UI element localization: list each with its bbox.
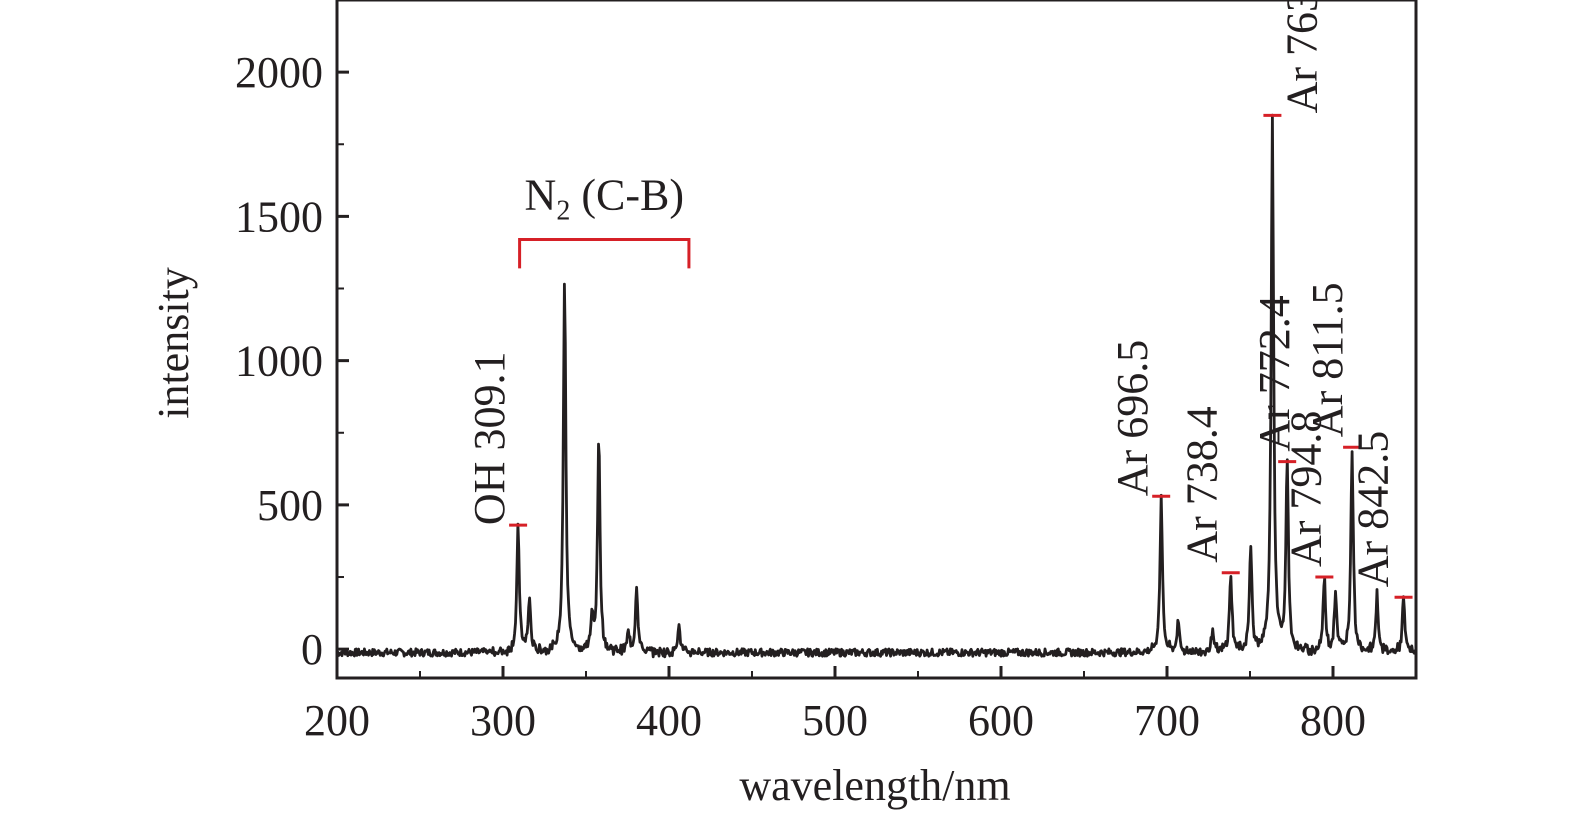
peak-label: Ar 696.5	[1108, 340, 1157, 496]
spectrum-series	[336, 113, 1418, 659]
y-axis: 0 500 1000 1500 2000	[235, 48, 349, 674]
y-tick-label: 500	[257, 481, 323, 530]
y-tick-label: 2000	[235, 48, 323, 97]
y-axis-title: intensity	[149, 267, 198, 419]
y-tick-label: 0	[301, 625, 323, 674]
peak-label: Ar 794.8	[1281, 411, 1330, 567]
y-tick-label: 1000	[235, 337, 323, 386]
x-tick-label: 800	[1300, 696, 1366, 745]
peak-label: Ar 811.5	[1303, 282, 1352, 437]
peak-label: Ar 763.5	[1277, 0, 1326, 113]
peak-annotations: OH 309.1 Ar 696.5 Ar 738.4 Ar 763.5 Ar 772.4…	[465, 0, 1397, 587]
x-axis-title: wavelength/nm	[739, 761, 1010, 810]
x-tick-label: 500	[802, 696, 868, 745]
peak-label: Ar 738.4	[1178, 406, 1227, 562]
peak-markers	[509, 113, 1413, 599]
peak-label: Ar 772.4	[1250, 295, 1299, 451]
x-tick-label: 300	[470, 696, 536, 745]
plot-border	[335, 0, 1418, 680]
y-tick-label: 1500	[235, 192, 323, 241]
peak-label: OH 309.1	[465, 352, 514, 526]
spectrum-line	[336, 113, 1418, 659]
x-tick-label: 600	[968, 696, 1034, 745]
x-tick-label: 200	[304, 696, 370, 745]
bracket-line	[518, 237, 691, 269]
n2-bracket: N2 (C-B)	[518, 170, 691, 269]
x-tick-label: 700	[1134, 696, 1200, 745]
bracket-label: N2 (C-B)	[525, 170, 684, 226]
peak-label: Ar 842.5	[1349, 431, 1398, 587]
plot-frame	[335, 0, 1418, 680]
x-axis: 200 300 400 500 600 700 800	[304, 666, 1366, 745]
x-tick-label: 400	[636, 696, 702, 745]
